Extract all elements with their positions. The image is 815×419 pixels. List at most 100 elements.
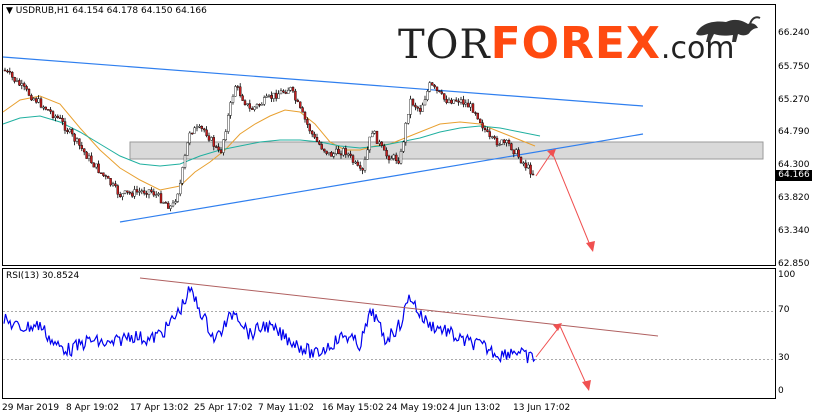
price-tick: 65.270 <box>778 95 810 105</box>
candle-body <box>116 185 120 195</box>
candle-body <box>445 99 448 103</box>
candle-body <box>385 149 388 157</box>
candle-body <box>522 162 525 165</box>
upper-trendline <box>2 56 644 107</box>
logo-com: .com <box>660 31 735 66</box>
time-tick: 29 Mar 2019 <box>2 403 60 413</box>
candle-body <box>440 91 443 94</box>
candle-body <box>63 121 67 131</box>
candle-body <box>178 182 182 195</box>
candle-body <box>371 133 374 138</box>
candle-body <box>92 162 96 168</box>
candle-body <box>123 190 127 194</box>
candle-body <box>464 102 467 105</box>
candle-body <box>500 139 503 145</box>
candle-body <box>503 139 506 143</box>
candle-body <box>47 109 50 111</box>
candle-body <box>20 83 23 86</box>
price-tick: 62.850 <box>778 259 810 269</box>
candle-body <box>157 193 160 195</box>
candle-body <box>166 202 170 209</box>
candle-body <box>13 76 16 82</box>
candle-body <box>507 139 511 144</box>
candle-body <box>272 92 275 99</box>
candle-body <box>217 146 220 151</box>
candle-body <box>25 86 28 90</box>
candle-body <box>102 172 105 176</box>
candle-body <box>39 98 43 108</box>
candle-body <box>140 190 144 192</box>
candle-body <box>205 129 208 136</box>
candle-body <box>505 139 508 143</box>
time-tick: 7 May 11:02 <box>258 403 314 413</box>
candle-body <box>435 86 439 91</box>
candle-body <box>35 98 38 103</box>
candle-body <box>287 90 290 94</box>
candle-body <box>6 70 9 73</box>
candle-body <box>411 98 415 106</box>
candle-body <box>267 95 271 97</box>
time-tick: 13 Jun 17:02 <box>513 403 571 413</box>
rsi-tick: 0 <box>778 386 784 396</box>
candle-body <box>344 148 347 155</box>
candle-body <box>152 191 156 196</box>
candle-body <box>260 103 263 106</box>
candle-body <box>337 148 340 155</box>
price-tick: 63.820 <box>778 193 810 203</box>
rsi-tick: 100 <box>778 270 796 280</box>
candle-body <box>130 192 134 197</box>
candle-body <box>226 115 230 132</box>
candle-body <box>265 95 268 98</box>
candle-body <box>133 189 136 197</box>
candle-body <box>467 102 470 108</box>
candle-body <box>459 99 463 103</box>
time-tick: 4 Jun 13:02 <box>449 403 501 413</box>
candle-body <box>87 155 91 159</box>
current-price-badge: 64.166 <box>776 170 812 181</box>
candle-body <box>75 138 79 142</box>
candle-body <box>447 99 451 103</box>
candle-body <box>282 90 285 93</box>
price-tick: 64.790 <box>778 127 810 137</box>
candle-body <box>457 100 460 103</box>
time-tick: 24 May 19:02 <box>386 403 448 413</box>
candle-body <box>327 152 331 154</box>
candle-body <box>255 104 259 108</box>
candle-body <box>395 154 398 162</box>
time-tick: 25 Apr 17:02 <box>194 403 253 413</box>
candle-body <box>351 155 355 163</box>
price-tick: 64.300 <box>778 160 810 170</box>
candle-body <box>519 156 523 164</box>
candle-body <box>488 131 491 137</box>
time-tick: 16 May 15:02 <box>322 403 384 413</box>
candle-body <box>481 122 484 129</box>
candle-body <box>138 191 141 193</box>
candle-body <box>145 193 148 195</box>
candle-body <box>375 130 379 144</box>
candle-body <box>335 148 338 154</box>
candle-body <box>421 104 424 112</box>
candle-body <box>359 165 362 169</box>
candle-body <box>279 90 283 95</box>
candle-body <box>399 151 403 164</box>
candle-body <box>524 162 527 169</box>
candle-body <box>390 158 393 161</box>
moving-average-fast <box>2 95 536 191</box>
candle-body <box>147 189 151 195</box>
candle-body <box>527 164 530 169</box>
candle-body <box>320 144 323 150</box>
candle-body <box>90 155 93 164</box>
candle-body <box>207 135 211 141</box>
candle-body <box>236 86 240 88</box>
candle-body <box>380 141 383 146</box>
candle-body <box>291 87 295 92</box>
candle-body <box>234 86 237 97</box>
candle-body <box>409 98 412 115</box>
candle-body <box>162 202 165 204</box>
candle-body <box>42 106 45 109</box>
candle-body <box>8 70 12 73</box>
candle-body <box>339 153 343 156</box>
candle-body <box>183 155 187 168</box>
candle-body <box>246 103 249 105</box>
